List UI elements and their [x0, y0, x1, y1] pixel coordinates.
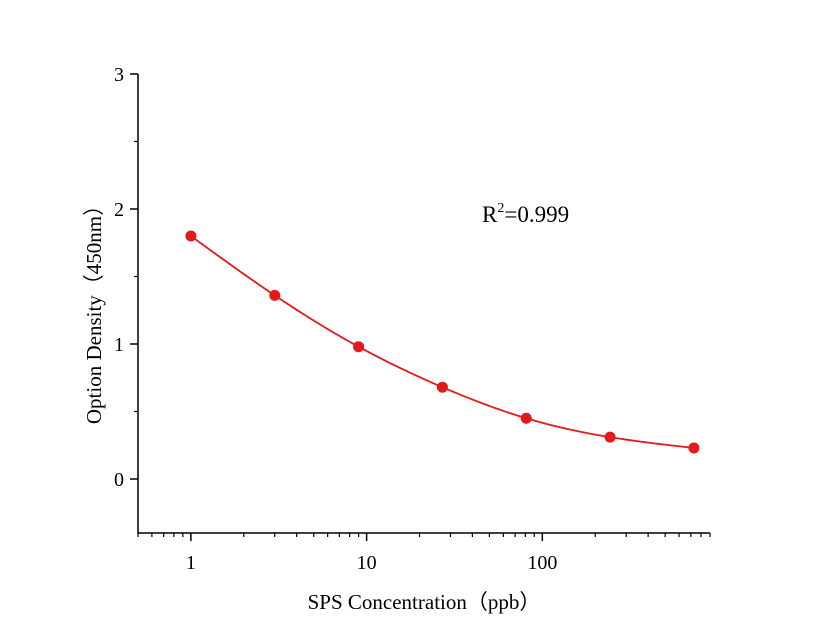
data-point: [436, 381, 448, 393]
data-point: [353, 341, 365, 353]
x-ticks: 1 10 100: [137, 533, 711, 574]
data-point: [185, 230, 197, 242]
fit-curve: [190, 235, 695, 449]
x-tick-label: 100: [527, 552, 557, 574]
r-squared-value: =0.999: [504, 202, 569, 227]
y-ticks: 0 1 2 3: [114, 64, 138, 491]
y-tick-label: 3: [114, 64, 124, 86]
data-points: [185, 230, 700, 454]
data-point: [604, 431, 616, 443]
data-point: [520, 412, 532, 424]
axes: 0 1 2 3 1 10 100: [114, 64, 711, 574]
x-tick-label: 1: [186, 552, 196, 574]
r-squared-superscript: 2: [497, 201, 504, 216]
x-axis-label: SPS Concentration（ppb）: [308, 590, 541, 614]
data-point: [269, 289, 281, 301]
data-point: [688, 442, 700, 454]
r-squared-base: R: [482, 202, 498, 227]
r-squared-annotation: R2=0.999: [482, 201, 569, 227]
y-tick-label: 2: [114, 199, 124, 221]
y-tick-label: 0: [114, 469, 124, 491]
x-tick-label: 10: [357, 552, 377, 574]
y-axis-label: Option Density（450nm）: [82, 195, 106, 424]
y-tick-label: 1: [114, 334, 124, 356]
